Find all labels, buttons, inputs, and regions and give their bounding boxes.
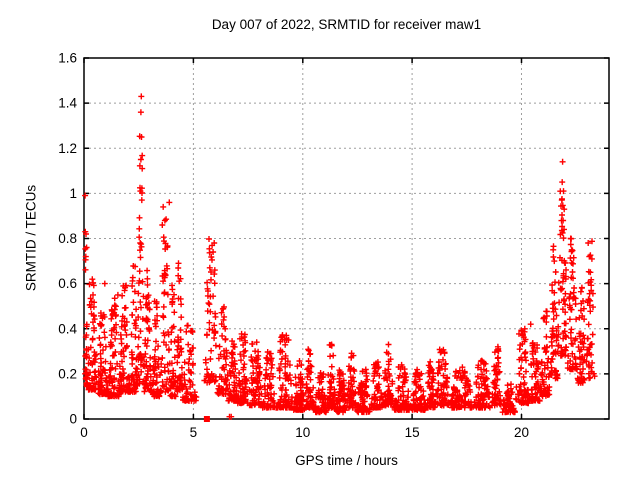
y-tick-label: 1 bbox=[69, 186, 77, 201]
y-tick-label: 0.6 bbox=[58, 276, 77, 291]
flagged-point-square-marker bbox=[203, 416, 210, 422]
y-tick-label: 0.4 bbox=[58, 321, 77, 336]
x-tick-label: 20 bbox=[514, 425, 529, 440]
x-tick-label: 0 bbox=[80, 425, 88, 440]
data-points-plus-markers bbox=[82, 93, 598, 420]
y-tick-label: 1.6 bbox=[58, 51, 77, 66]
y-tick-label: 1.4 bbox=[58, 96, 77, 111]
y-tick-label: 0 bbox=[69, 412, 77, 427]
x-tick-label: 5 bbox=[190, 425, 198, 440]
y-tick-label: 1.2 bbox=[58, 141, 77, 156]
chart-title: Day 007 of 2022, SRMTID for receiver maw… bbox=[211, 17, 482, 32]
plot-border bbox=[83, 57, 610, 420]
y-tick-label: 0.8 bbox=[58, 231, 77, 246]
x-axis-label: GPS time / hours bbox=[295, 453, 398, 468]
x-tick-label: 10 bbox=[295, 425, 310, 440]
y-tick-label: 0.2 bbox=[58, 366, 77, 381]
grid-lines bbox=[84, 58, 609, 419]
x-tick-label: 15 bbox=[405, 425, 420, 440]
